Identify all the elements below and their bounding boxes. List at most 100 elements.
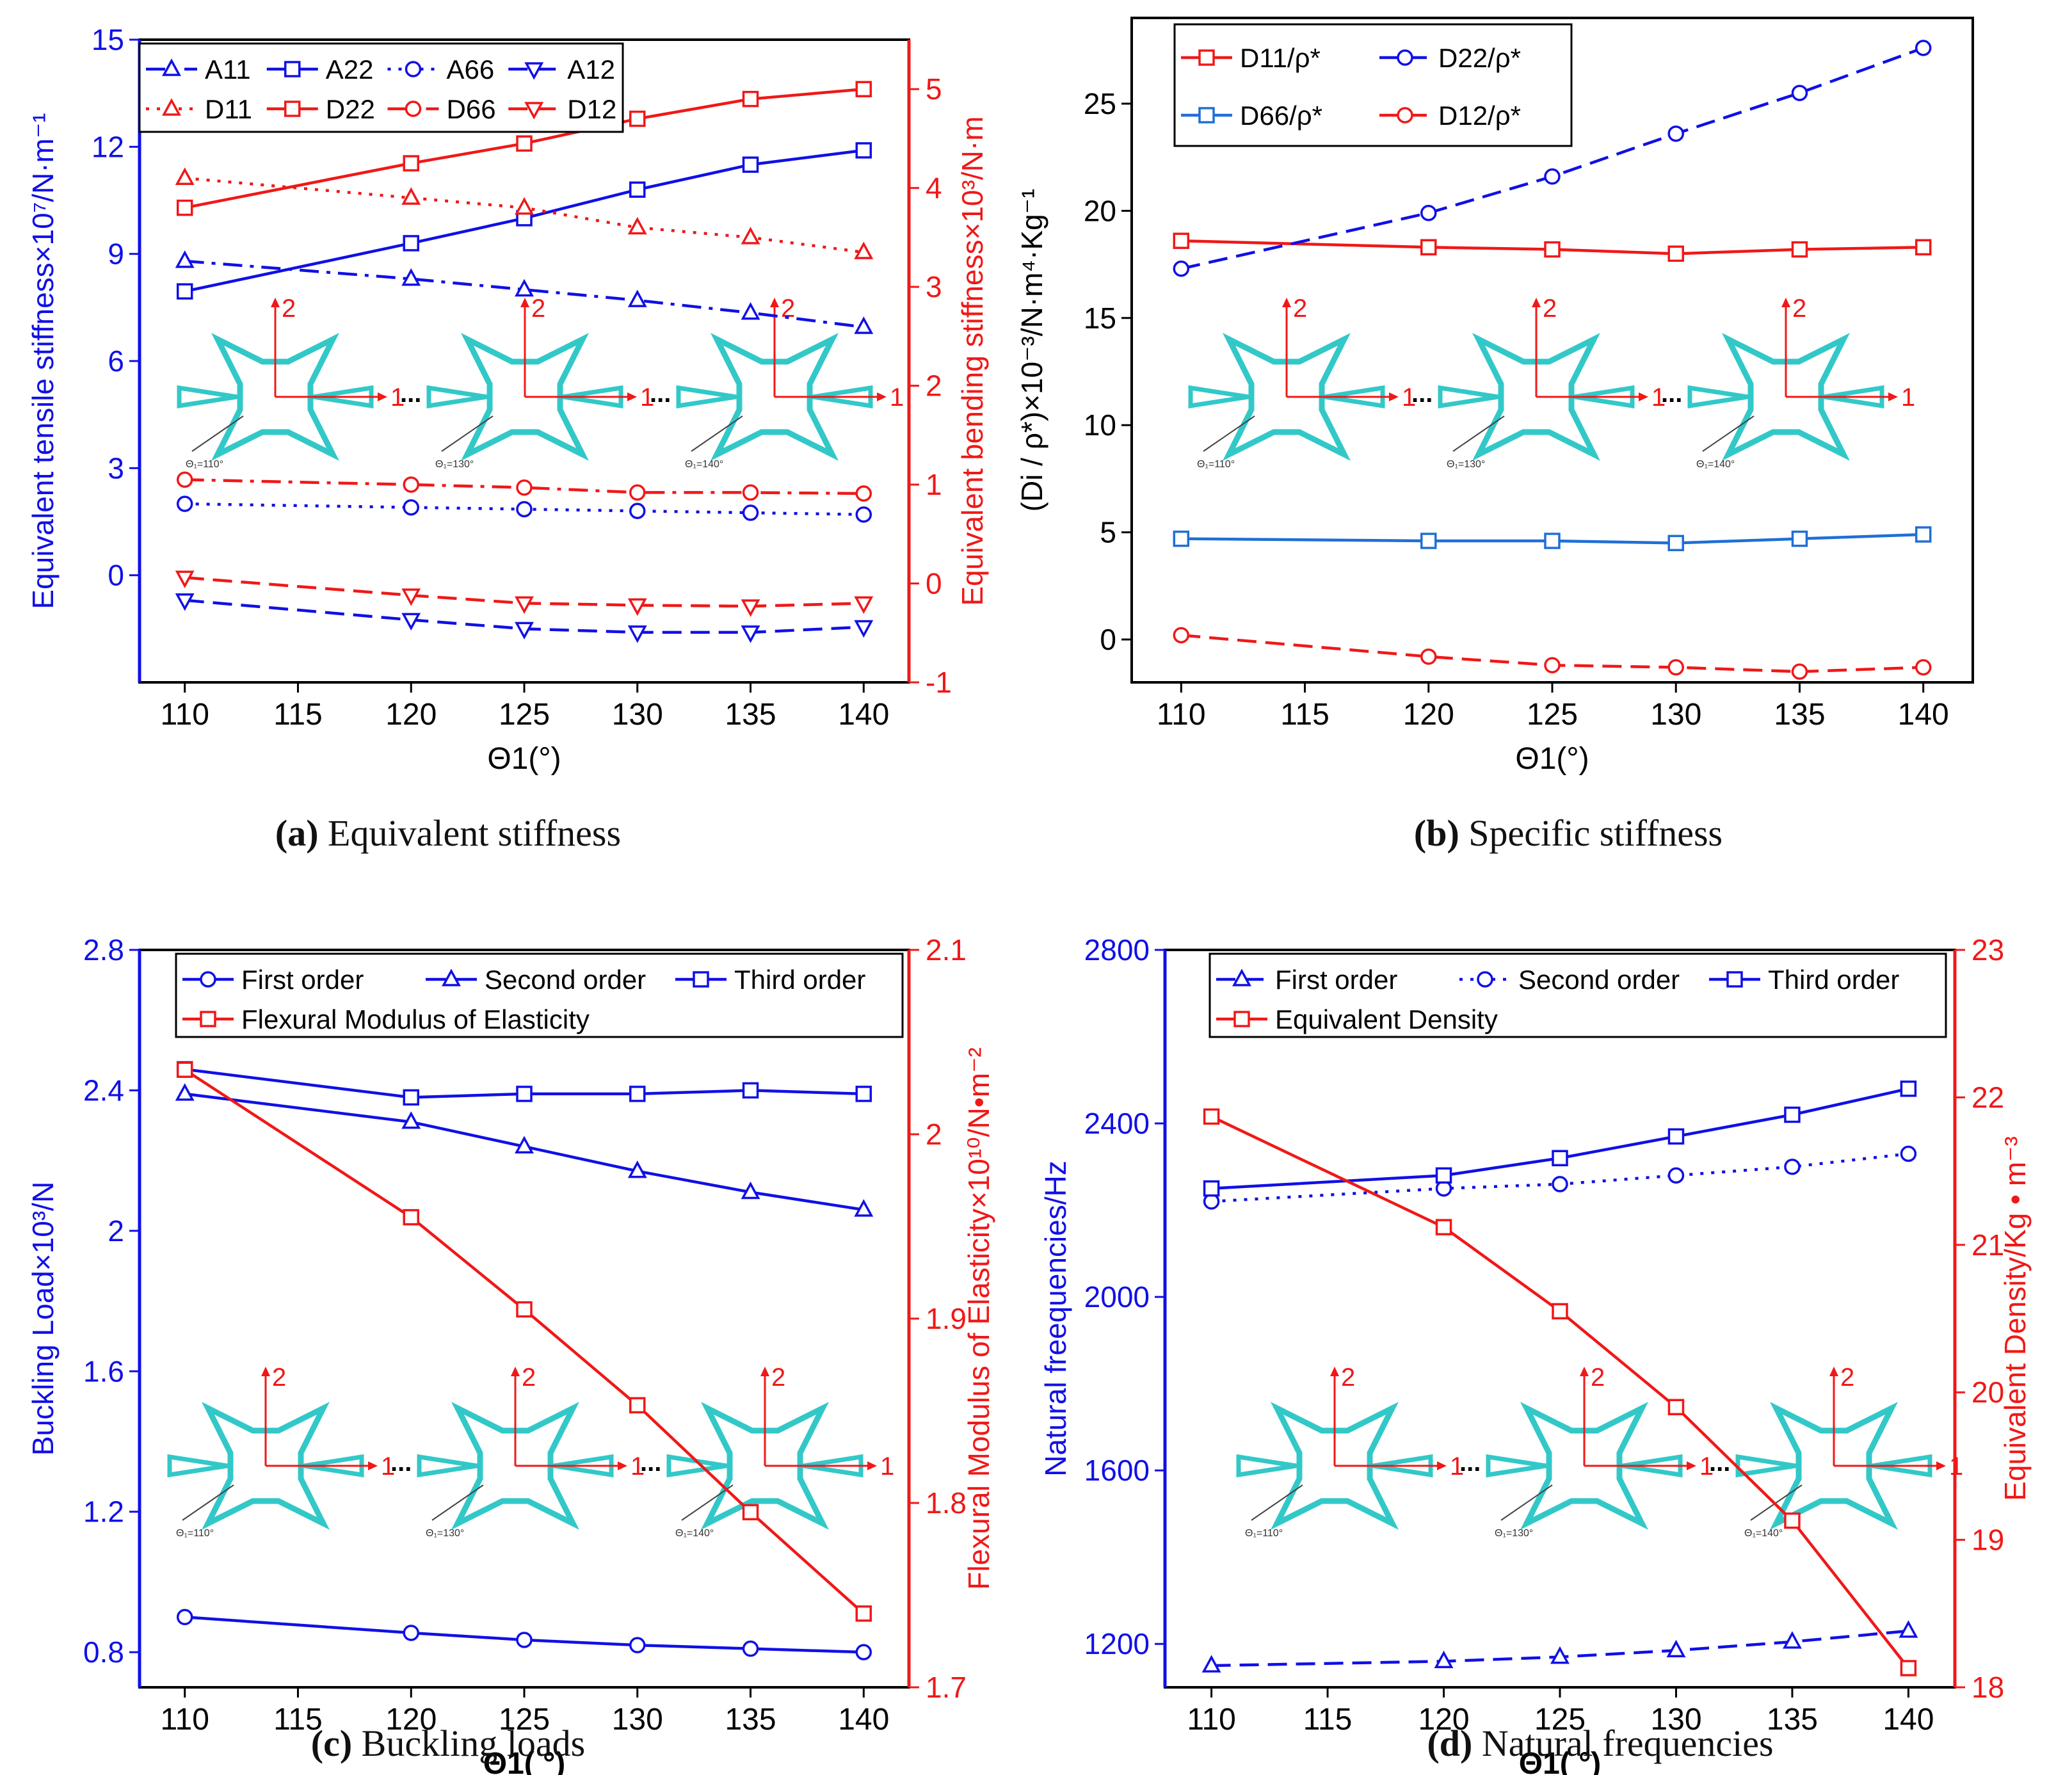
data-point — [1784, 1159, 1801, 1175]
inset-dots: ... — [640, 1449, 661, 1477]
data-point — [742, 156, 759, 173]
data-point — [403, 1089, 419, 1106]
legend-box — [138, 42, 624, 133]
legend-swatch-marker — [693, 971, 709, 988]
legend-box — [1173, 23, 1573, 147]
series-A66 — [176, 495, 872, 523]
y-left-tick-label: 2.4 — [83, 1073, 124, 1107]
series-D11 — [175, 167, 874, 259]
data-point — [629, 110, 646, 127]
inset-arrow-1 — [1389, 392, 1399, 401]
x-tick-label: 140 — [838, 1703, 889, 1737]
inset-left-tab — [676, 385, 737, 409]
legend-item: D11/ρ* — [1181, 43, 1321, 73]
data-point — [855, 506, 872, 523]
x-tick-label: 120 — [385, 1703, 437, 1737]
series-line — [184, 259, 864, 329]
data-point — [855, 1605, 872, 1622]
legend-label: D22/ρ* — [1438, 43, 1521, 73]
series-A22 — [176, 142, 872, 300]
inset-label-1: 1 — [1450, 1452, 1464, 1481]
y-right-tick-label: 2 — [926, 369, 942, 403]
inset-arrow-1 — [368, 1461, 378, 1470]
data-point — [741, 625, 760, 643]
data-point — [401, 588, 421, 606]
data-point — [627, 1160, 647, 1178]
data-point — [176, 199, 193, 216]
inset-label-1: 1 — [630, 1452, 645, 1481]
legend-item: Third order — [1709, 965, 1899, 995]
data-point — [742, 1082, 759, 1099]
data-point — [1667, 1128, 1685, 1145]
caption-b: (b) Specific stiffness — [1413, 812, 1723, 854]
series-line — [1211, 1152, 1909, 1203]
inset-left-tab — [426, 385, 487, 409]
data-point — [175, 167, 195, 185]
data-point — [1173, 530, 1190, 547]
data-point — [854, 316, 874, 334]
data-point — [1784, 1106, 1801, 1123]
legend-box — [175, 952, 904, 1038]
data-point — [175, 1083, 195, 1101]
inset-label-2: 2 — [272, 1363, 286, 1392]
legend-swatch-marker — [1198, 107, 1215, 124]
y-left-tick-label: 15 — [1084, 301, 1116, 335]
series-Third order — [1203, 1080, 1917, 1197]
legend-swatch-marker — [1477, 971, 1493, 988]
x-tick-label: 115 — [1280, 698, 1329, 732]
x-tick-label: 140 — [1883, 1703, 1934, 1737]
data-point — [1667, 534, 1684, 552]
x-tick-label: 115 — [1303, 1703, 1353, 1737]
x-tick-label: 130 — [1650, 698, 1701, 732]
inset-cell-shape — [1721, 332, 1851, 462]
inset-cell: 1 2 Θ₁=130°... — [1486, 1363, 1730, 1539]
legend-swatch-marker — [405, 100, 422, 117]
x-tick-label: 120 — [1418, 1703, 1469, 1737]
y-left-axis-title: Equivalent tensile stiffness×10⁷/N·m⁻¹ — [26, 113, 60, 609]
legend-label: D22 — [326, 94, 375, 124]
legend-item: Flexural Modulus of Elasticity — [182, 1004, 590, 1034]
legend: First order Second order Third order Flexur… — [175, 952, 904, 1038]
data-point — [629, 502, 646, 520]
data-point — [1203, 1180, 1220, 1197]
y-right-axis-title: Equivalent Density/Kg • m⁻³ — [1998, 1136, 2032, 1501]
data-point — [176, 1061, 193, 1078]
inset-angle-label: Θ₁=130° — [1447, 459, 1485, 470]
inset-left-tab — [177, 385, 237, 409]
legend-item: A22 — [266, 54, 373, 84]
inset-dots: ... — [1661, 380, 1682, 408]
inset-cell-shape — [710, 332, 839, 462]
inset-left-tab — [1486, 1454, 1546, 1478]
data-point — [1201, 1655, 1221, 1673]
inset-cell-shape — [1472, 332, 1601, 462]
series-line — [1180, 46, 1924, 270]
inset-label-1: 1 — [1699, 1452, 1714, 1481]
x-tick-label: 110 — [1187, 1703, 1236, 1737]
inset-label-2: 2 — [1792, 294, 1806, 323]
inset-left-tab — [1188, 385, 1249, 409]
x-tick-label: 115 — [273, 698, 323, 732]
inset-arrow-2 — [520, 298, 529, 307]
legend-label: D12 — [567, 94, 616, 124]
inset-cell-shape — [1520, 1401, 1649, 1530]
y-left-tick-label: 0 — [108, 559, 124, 592]
inset-cell: 1 2 Θ₁=110°... — [1236, 1363, 1481, 1539]
inset-label-2: 2 — [1591, 1363, 1605, 1392]
series-line — [184, 1068, 864, 1099]
inset-label-1: 1 — [1402, 383, 1416, 412]
series-line — [184, 598, 864, 634]
inset-angle-leader — [691, 415, 743, 452]
x-tick-label: 120 — [385, 698, 437, 732]
legend-item: D66 — [387, 94, 496, 124]
series-D66/ρ* — [1173, 526, 1932, 552]
legend-label: A11 — [205, 54, 251, 84]
legend-item: Second order — [426, 965, 646, 995]
x-tick-label: 135 — [1767, 1703, 1818, 1737]
series-D12 — [175, 570, 874, 617]
inset-arrow-1 — [1936, 1461, 1946, 1470]
data-point — [629, 1397, 646, 1414]
caption-a: (a) Equivalent stiffness — [275, 812, 622, 854]
legend-swatch-marker — [1232, 968, 1251, 986]
series-line — [184, 177, 864, 254]
